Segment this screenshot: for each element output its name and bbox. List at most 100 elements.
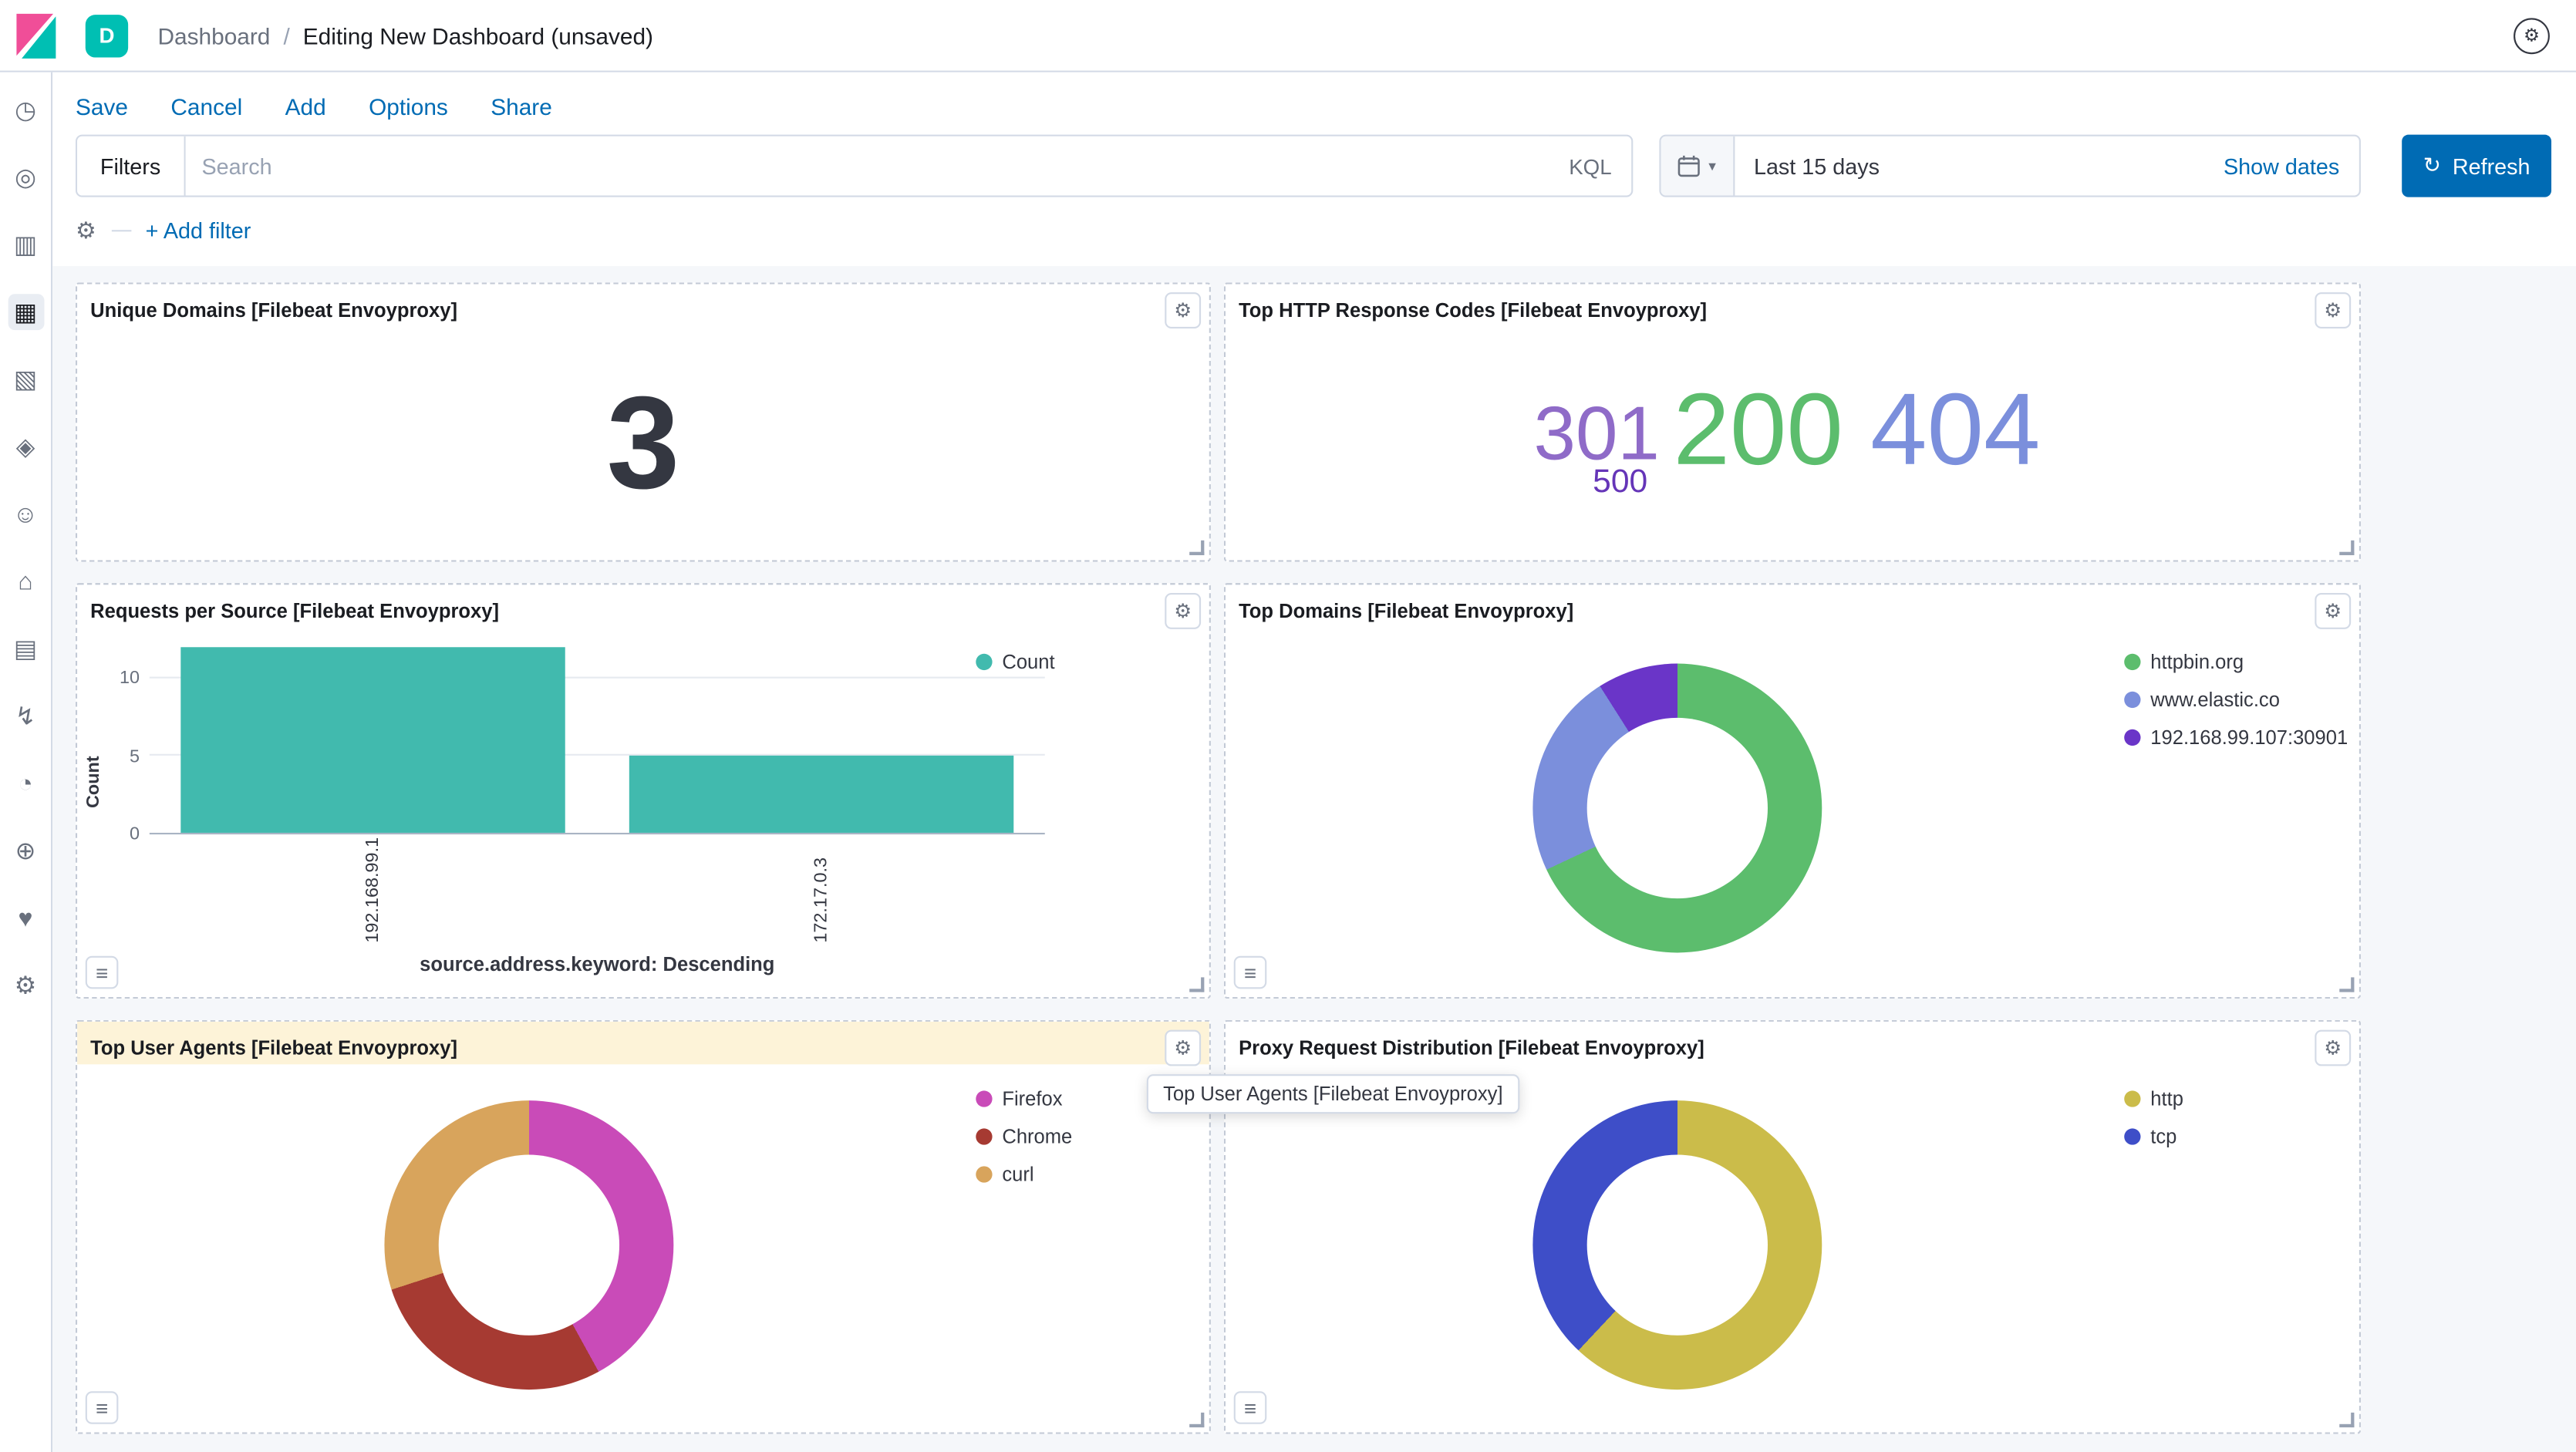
header-settings-icon[interactable]: ⚙ [2514, 17, 2550, 54]
main-content: Save Cancel Add Options Share Filters KQ… [52, 72, 2576, 1452]
legend-item[interactable]: tcp [2124, 1125, 2183, 1148]
chart-legend: http tcp [2124, 1087, 2183, 1148]
resize-handle[interactable] [1189, 1412, 1205, 1428]
donut-chart-container: Firefox Chrome curl [77, 1064, 1209, 1432]
legend-item[interactable]: Count [976, 650, 1055, 674]
legend-item[interactable]: httpbin.org [2124, 650, 2348, 674]
sidebar-item-machine-learning[interactable]: ☺ [8, 496, 44, 532]
legend-toggle-icon[interactable]: ≡ [1233, 1391, 1267, 1424]
chevron-down-icon: ▾ [1708, 157, 1716, 173]
panel-title: Top User Agents [Filebeat Envoyproxy] [90, 1036, 457, 1060]
panel-header[interactable]: Top HTTP Response Codes [Filebeat Envoyp… [1226, 285, 2359, 327]
bar-192-168-99-1[interactable] [180, 647, 566, 833]
quick-select-button[interactable]: ▾ [1661, 136, 1735, 196]
sidebar-item-recently-viewed[interactable]: ◷ [8, 92, 44, 128]
panel-top-user-agents: Top User Agents [Filebeat Envoyproxy] ⚙ … [75, 1019, 1211, 1434]
time-range-value[interactable]: Last 15 days [1753, 153, 1880, 179]
shield-icon: ⊕ [15, 837, 36, 865]
show-dates-button[interactable]: Show dates [2223, 153, 2340, 179]
options-button[interactable]: Options [369, 93, 448, 120]
tag-200[interactable]: 200 [1673, 373, 1843, 487]
sidebar-item-apm[interactable]: ↯ [8, 698, 44, 734]
gridline [149, 676, 1045, 679]
sidebar-item-monitoring[interactable]: ♥ [8, 900, 44, 936]
resize-handle[interactable] [2339, 977, 2355, 992]
resize-handle[interactable] [2339, 540, 2355, 555]
legend-item[interactable]: http [2124, 1087, 2183, 1110]
ml-icon: ☺ [12, 500, 39, 528]
bar-chart-icon: ▥ [13, 231, 38, 259]
breadcrumb-dashboard[interactable]: Dashboard [157, 22, 271, 49]
panel-title-tooltip: Top User Agents [Filebeat Envoyproxy] [1146, 1074, 1519, 1114]
panel-options-gear-icon[interactable]: ⚙ [2315, 292, 2352, 329]
sidebar-item-visualize[interactable]: ▥ [8, 227, 44, 263]
legend-item[interactable]: curl [976, 1163, 1072, 1186]
panel-header[interactable]: Proxy Request Distribution [Filebeat Env… [1226, 1022, 2359, 1064]
panel-header[interactable]: Requests per Source [Filebeat Envoyproxy… [77, 585, 1209, 627]
legend-label: httpbin.org [2150, 650, 2244, 674]
sidebar-item-dashboard[interactable]: ▦ [7, 294, 44, 331]
legend-toggle-icon[interactable]: ≡ [1233, 955, 1267, 989]
resize-handle[interactable] [1189, 540, 1205, 555]
map-pin-icon: ◈ [15, 433, 35, 461]
filter-options-gear-icon[interactable]: ⚙ [75, 216, 96, 243]
donut-chart[interactable] [1532, 1100, 1822, 1390]
legend-item[interactable]: www.elastic.co [2124, 689, 2348, 711]
donut-chart[interactable] [1532, 663, 1822, 953]
kql-language-button[interactable]: KQL [1569, 153, 1612, 179]
header-right: ⚙ [2514, 17, 2550, 54]
legend-dot [976, 653, 993, 671]
add-filter-button[interactable]: + Add filter [145, 217, 251, 243]
y-tick: 10 [119, 668, 140, 689]
donut-chart[interactable] [384, 1100, 674, 1390]
legend-label: tcp [2150, 1125, 2177, 1148]
share-button[interactable]: Share [491, 93, 552, 120]
add-button[interactable]: Add [285, 93, 326, 120]
panel-title: Unique Domains [Filebeat Envoyproxy] [90, 298, 457, 322]
panel-header[interactable]: Top Domains [Filebeat Envoyproxy] [1226, 585, 2359, 627]
sidebar-item-logs[interactable]: ▤ [8, 631, 44, 667]
panel-options-gear-icon[interactable]: ⚙ [2315, 592, 2352, 629]
panel-options-gear-icon[interactable]: ⚙ [1165, 592, 1202, 629]
filters-button[interactable]: Filters [77, 136, 186, 196]
global-header: D Dashboard / Editing New Dashboard (uns… [0, 0, 2576, 72]
panel-title: Requests per Source [Filebeat Envoyproxy… [90, 599, 500, 623]
legend-item[interactable]: Firefox [976, 1087, 1072, 1110]
legend-item[interactable]: 192.168.99.107:30901 [2124, 726, 2348, 749]
search-input[interactable] [185, 136, 1549, 196]
resize-handle[interactable] [1189, 977, 1205, 992]
panel-response-codes: Top HTTP Response Codes [Filebeat Envoyp… [1223, 282, 2361, 562]
panel-header[interactable]: Top User Agents [Filebeat Envoyproxy] [77, 1021, 1209, 1065]
cancel-button[interactable]: Cancel [170, 93, 243, 120]
tag-404[interactable]: 404 [1870, 373, 2041, 487]
panel-header[interactable]: Unique Domains [Filebeat Envoyproxy] [77, 285, 1209, 327]
sidebar-item-metrics[interactable]: ⌂ [8, 564, 44, 600]
metric-value: 3 [606, 369, 680, 516]
sidebar-item-maps[interactable]: ◈ [8, 429, 44, 465]
save-button[interactable]: Save [75, 93, 128, 120]
bar-172-17-0-3[interactable] [628, 755, 1014, 833]
sidebar-item-management[interactable]: ⚙ [8, 968, 44, 1004]
kibana-logo-icon[interactable] [16, 12, 56, 59]
sidebar-item-uptime[interactable]: ◔ [8, 766, 44, 802]
refresh-button[interactable]: ↻ Refresh [2402, 134, 2552, 197]
refresh-label: Refresh [2452, 153, 2530, 179]
legend-toggle-icon[interactable]: ≡ [85, 1391, 119, 1424]
tag-301[interactable]: 301 [1533, 389, 1660, 476]
x-axis-ticks: 192.168.99.1 172.17.0.3 [150, 837, 1045, 943]
donut-chart-container: httpbin.org www.elastic.co 192.168.99.10… [1226, 628, 2359, 997]
tag-500[interactable]: 500 [1593, 463, 1648, 500]
legend-label: Count [1002, 650, 1055, 674]
sidebar-item-siem[interactable]: ⊕ [8, 833, 44, 869]
panel-options-gear-icon[interactable]: ⚙ [1165, 292, 1202, 329]
space-badge[interactable]: D [85, 14, 129, 57]
resize-handle[interactable] [2339, 1412, 2355, 1428]
panel-options-gear-icon[interactable]: ⚙ [1165, 1029, 1202, 1066]
sidebar-item-canvas[interactable]: ▧ [8, 362, 44, 398]
app-nav-rail: ◷ ◎ ▥ ▦ ▧ ◈ ☺ ⌂ ▤ ↯ ◔ ⊕ ♥ ⚙ [0, 72, 53, 1452]
legend-toggle-icon[interactable]: ≡ [85, 955, 119, 989]
sidebar-item-discover[interactable]: ◎ [8, 160, 44, 196]
legend-item[interactable]: Chrome [976, 1125, 1072, 1148]
panel-options-gear-icon[interactable]: ⚙ [2315, 1029, 2352, 1066]
